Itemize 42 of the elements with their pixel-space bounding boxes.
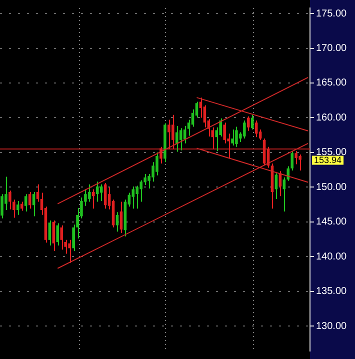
y-tick-label: 140.00	[316, 251, 348, 262]
candlestick	[88, 184, 91, 202]
candlestick	[8, 190, 12, 210]
candlestick	[136, 185, 139, 210]
candlestick	[56, 222, 60, 246]
candlestick	[235, 126, 238, 148]
candlestick	[250, 114, 254, 130]
y-tick-label: 170.00	[316, 43, 348, 54]
candlestick	[231, 129, 234, 146]
y-tick-label: 165.00	[316, 78, 348, 89]
candlestick	[179, 128, 182, 151]
y-tick-label: 160.00	[316, 112, 348, 124]
y-tick-label: 135.00	[316, 286, 348, 298]
candlestick	[52, 220, 56, 252]
candlestick	[298, 154, 302, 171]
candlestick	[223, 122, 226, 144]
candlestick	[132, 186, 135, 210]
candlestick	[48, 220, 52, 246]
candlestick	[294, 150, 298, 165]
candlestick	[160, 146, 162, 164]
candlestick	[16, 200, 20, 216]
candlestick	[274, 172, 278, 200]
candlestick	[60, 224, 63, 250]
candlestick	[175, 126, 178, 152]
candlestick	[247, 116, 250, 132]
y-tick-label: 150.00	[316, 182, 348, 193]
candlestick	[171, 114, 174, 150]
candlestick	[0, 194, 4, 219]
y-tick-label: 175.00	[316, 8, 348, 20]
candlestick	[20, 201, 24, 212]
candlestick	[120, 201, 123, 234]
candlestick	[116, 212, 119, 232]
candlestick	[96, 181, 99, 202]
candlestick	[168, 119, 170, 150]
candlestick	[24, 194, 28, 212]
candlestick	[92, 188, 95, 210]
candlestick	[243, 120, 246, 140]
candlestick	[68, 239, 71, 264]
y-tick-label: 130.00	[316, 320, 348, 332]
candlestick	[199, 97, 202, 118]
text: 153.94	[314, 154, 342, 165]
y-tick-label: 145.00	[316, 216, 348, 228]
